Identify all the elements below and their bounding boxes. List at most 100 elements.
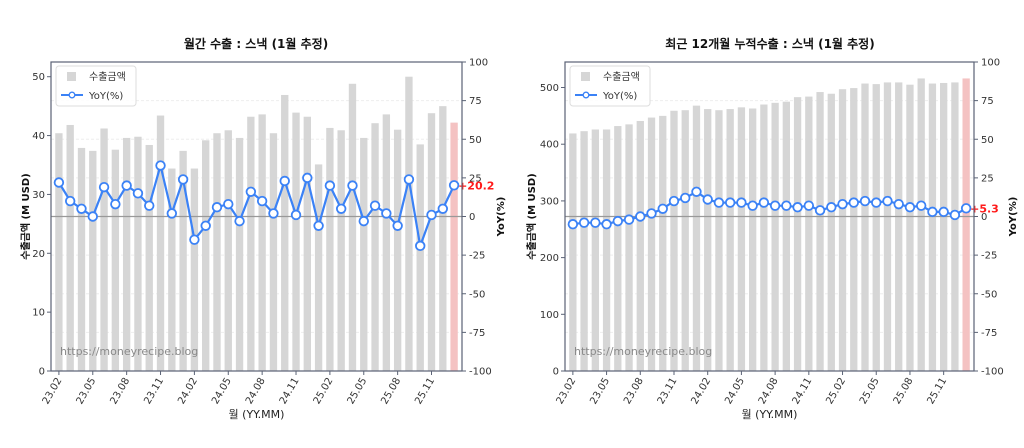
- bar: [625, 124, 633, 371]
- yoy-marker: [415, 240, 426, 252]
- bar: [269, 133, 278, 371]
- yoy-marker: [313, 220, 324, 231]
- y2-axis-label: YoY(%): [496, 197, 507, 238]
- bar: [111, 149, 120, 371]
- legend-bar-swatch: [67, 72, 76, 81]
- yoy-marker: [567, 219, 579, 230]
- x-tick-label: 24.11: [791, 376, 815, 406]
- x-tick-label: 25.11: [925, 376, 949, 406]
- bar: [816, 92, 824, 372]
- bar: [726, 109, 734, 371]
- y2-tick-label: 100: [469, 58, 488, 69]
- y2-axis-label: YoY(%): [1008, 197, 1019, 238]
- y2-tick-label: -75: [981, 328, 997, 339]
- bar: [235, 137, 244, 371]
- yoy-marker: [871, 197, 882, 208]
- yoy-marker: [279, 175, 290, 187]
- yoy-marker: [144, 200, 155, 211]
- y2-tick-label: 0: [981, 212, 987, 223]
- yoy-marker: [302, 172, 313, 184]
- yoy-marker: [403, 174, 415, 185]
- yoy-marker: [781, 200, 792, 211]
- yoy-marker: [646, 208, 657, 219]
- legend-bar-swatch: [581, 72, 590, 81]
- watermark: https://moneyrecipe.blog: [60, 345, 198, 358]
- bar: [145, 144, 153, 371]
- legend: 수출금액 YoY(%): [569, 65, 651, 107]
- legend-label-bars: 수출금액: [89, 71, 126, 83]
- y2-tick-label: 75: [469, 96, 482, 107]
- bar: [224, 130, 232, 371]
- yoy-marker: [324, 180, 336, 191]
- yoy-marker: [166, 208, 178, 219]
- y-tick-label: 200: [540, 253, 559, 264]
- bar: [940, 82, 948, 372]
- x-axis-label: 월 (YY.MM): [229, 408, 285, 421]
- bar-highlight: [962, 78, 970, 371]
- chart-panel-1: 월간 수출 : 스낵 (1월 추정) https://moneyrecipe.bl…: [19, 36, 507, 421]
- bar: [66, 124, 74, 371]
- bar: [569, 133, 577, 371]
- watermark: https://moneyrecipe.blog: [574, 345, 712, 358]
- yoy-marker: [200, 220, 211, 231]
- bar: [55, 133, 63, 371]
- yoy-marker: [53, 177, 65, 188]
- x-tick-label: 25.02: [312, 376, 336, 406]
- last-yoy-label: +20.2: [458, 179, 494, 192]
- yoy-marker: [657, 203, 668, 214]
- bar: [382, 114, 391, 371]
- x-tick-label: 24.02: [176, 376, 200, 406]
- bar: [715, 110, 723, 371]
- yoy-marker: [927, 206, 938, 218]
- bar: [760, 104, 768, 371]
- bar: [861, 83, 869, 371]
- bar: [416, 144, 424, 371]
- yoy-marker: [758, 197, 770, 208]
- y-tick-label: 50: [32, 72, 45, 83]
- yoy-marker: [893, 198, 904, 210]
- x-axis-label: 월 (YY.MM): [742, 408, 798, 421]
- bar: [895, 82, 903, 371]
- yoy-marker: [448, 180, 460, 191]
- yoy-marker: [724, 197, 736, 208]
- yoy-marker: [358, 215, 369, 227]
- y2-tick-label: 75: [981, 96, 994, 107]
- bar: [405, 76, 413, 371]
- bar: [156, 115, 165, 371]
- bar: [838, 89, 847, 372]
- yoy-marker: [859, 195, 871, 207]
- x-tick-label: 25.08: [892, 376, 916, 406]
- bar: [827, 93, 835, 371]
- x-tick-label: 25.02: [824, 376, 848, 406]
- bar: [393, 129, 402, 371]
- legend-label-yoy: YoY(%): [602, 91, 637, 102]
- yoy-marker: [747, 200, 758, 211]
- bar: [348, 83, 357, 371]
- bar: [793, 97, 802, 372]
- bar: [303, 116, 311, 371]
- bar: [917, 78, 925, 371]
- x-tick-label: 23.08: [622, 376, 646, 406]
- yoy-marker: [211, 202, 223, 213]
- x-tick-label: 23.05: [588, 376, 612, 406]
- yoy-marker: [814, 205, 826, 216]
- yoy-marker: [268, 208, 279, 219]
- bar: [360, 137, 368, 371]
- yoy-marker: [826, 202, 837, 213]
- bar: [906, 84, 914, 372]
- yoy-marker: [87, 211, 98, 222]
- yoy-marker: [949, 209, 961, 221]
- yoy-marker: [381, 208, 392, 219]
- yoy-marker: [792, 202, 803, 213]
- bar: [704, 109, 712, 371]
- yoy-marker: [335, 203, 347, 214]
- legend-marker-icon: [68, 91, 76, 99]
- y2-tick-label: 25: [469, 173, 482, 184]
- bar: [213, 133, 221, 371]
- y2-tick-label: 100: [981, 58, 1000, 69]
- yoy-marker: [177, 174, 189, 185]
- bar: [247, 116, 255, 371]
- yoy-marker: [635, 211, 646, 222]
- y-axis-label: 수출금액 (M USD): [525, 173, 538, 259]
